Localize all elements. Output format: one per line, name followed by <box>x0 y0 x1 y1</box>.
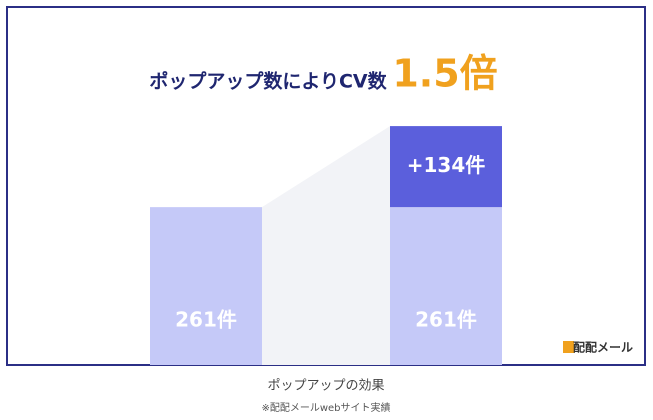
bar <box>390 126 502 208</box>
value-label: 261件 <box>175 308 237 332</box>
bar <box>150 207 262 365</box>
title-emphasis: 1.5倍 <box>392 52 497 96</box>
logo: 配配メール <box>573 340 633 355</box>
connector <box>262 126 390 366</box>
value-label: 261件 <box>415 308 477 332</box>
caption: ポップアップの効果 <box>267 379 384 394</box>
chart-title: ポップアップ数によりCV数 <box>149 70 387 93</box>
source: ※配配メールwebサイト実績 <box>261 401 390 414</box>
decoration <box>262 126 390 366</box>
value-label: +134件 <box>407 153 486 177</box>
bar <box>390 207 502 365</box>
logo-icon <box>563 341 574 353</box>
